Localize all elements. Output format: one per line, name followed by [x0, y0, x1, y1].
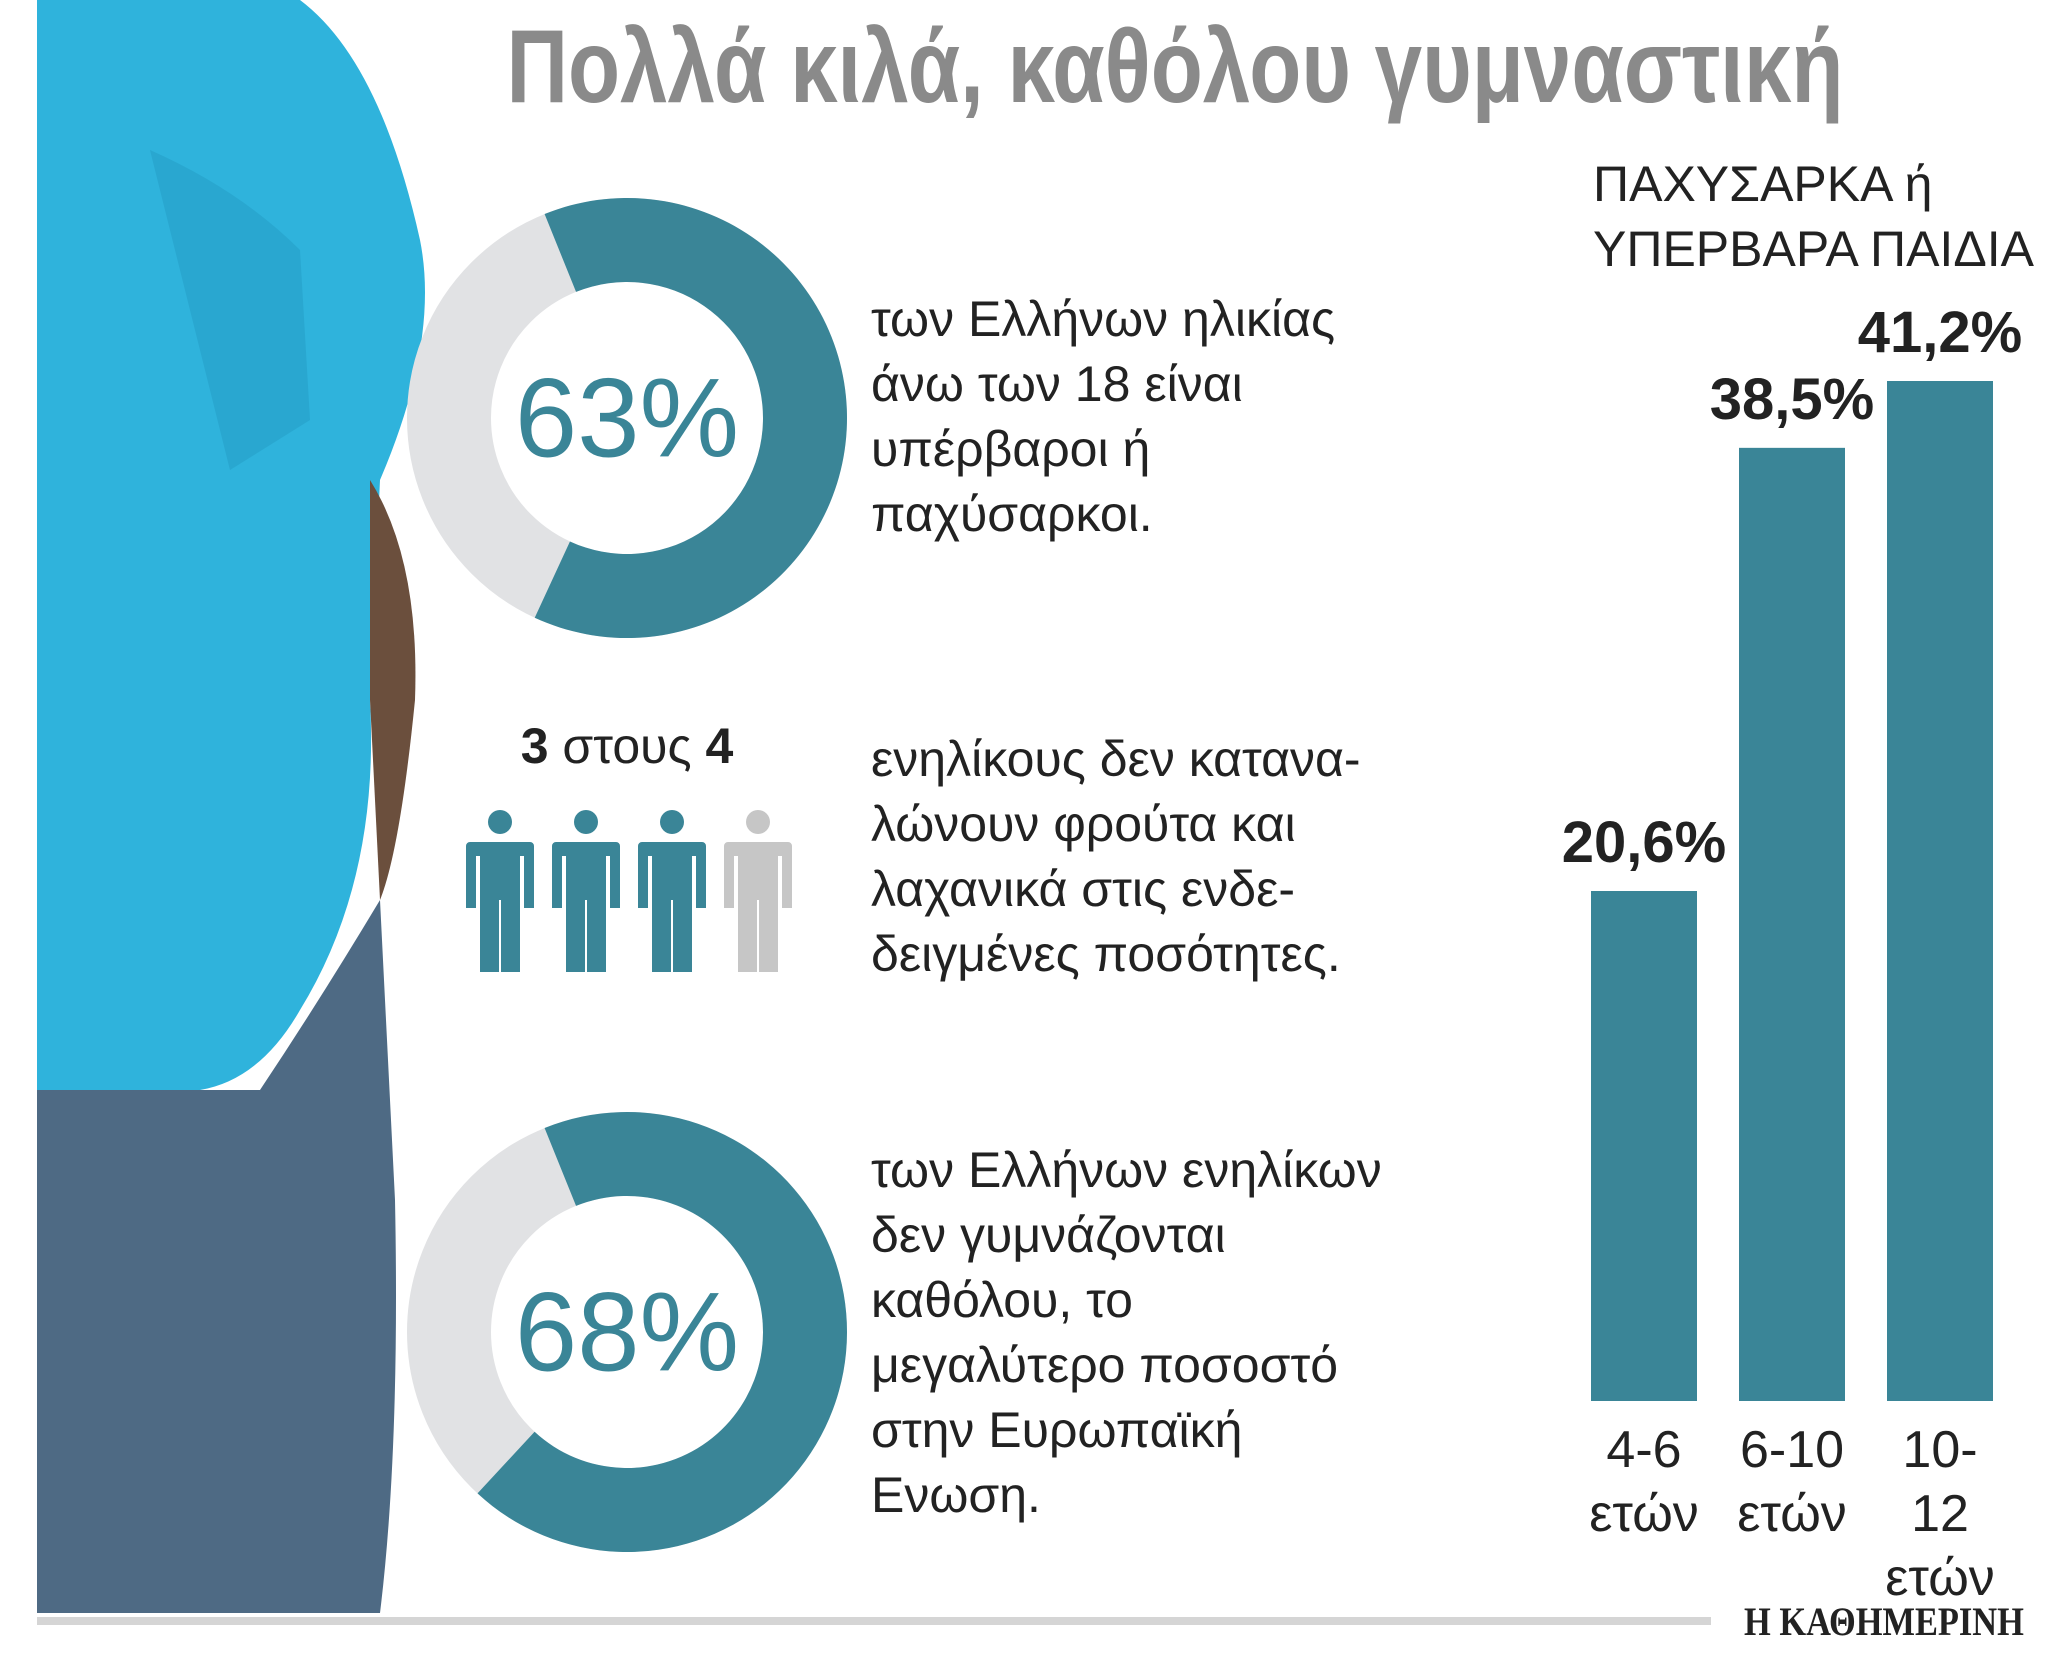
value-label: 20,6% [1561, 810, 1727, 875]
bar [1591, 891, 1697, 1401]
bar [1887, 381, 1993, 1401]
text-line: καθόλου, το [871, 1272, 1133, 1328]
caption-part: 4 [705, 718, 734, 774]
x-tick-label: 6-10 ετών [1737, 1421, 1847, 1543]
title: Πολλά κιλά, καθόλου γυμναστική [506, 9, 1844, 125]
text-line: ενηλίκους δεν κατανα- [871, 731, 1361, 787]
icon-body [724, 842, 792, 972]
icon-body [466, 842, 534, 972]
text-line: δεν γυμνάζονται [871, 1207, 1226, 1263]
pictogram-caption: 3 στους 4 [521, 717, 734, 775]
caption-part: 3 [520, 718, 549, 774]
donut-segment [534, 198, 848, 639]
caption-part: στους [562, 718, 692, 774]
person-icon [724, 810, 792, 972]
person-icon [466, 810, 534, 972]
x-tick-label: 10-12 ετών [1885, 1421, 1995, 1607]
text-line: παχύσαρκοι. [871, 486, 1153, 542]
donut-label: 63% [514, 355, 740, 481]
x-tick-label: 4-6 ετών [1589, 1421, 1699, 1543]
text-line: στην Ευρωπαϊκή [871, 1402, 1243, 1458]
bar [1739, 447, 1845, 1401]
photo [37, 0, 425, 1613]
text-line: δειγμένες ποσότητες. [871, 926, 1341, 982]
person-icon [638, 810, 706, 972]
text-line: υπέρβαροι ή [871, 421, 1151, 477]
bar-title: ΥΠΕΡΒΑΡΑ ΠΑΙΔΙΑ [1593, 221, 2034, 277]
text-line: των Ελλήνων ενηλίκων [871, 1142, 1382, 1198]
person-icon [552, 810, 620, 972]
text-line: άνω των 18 είναι [871, 356, 1243, 412]
icon-body [552, 842, 620, 972]
text-line: μεγαλύτερο ποσοστό [871, 1337, 1339, 1393]
value-label: 38,5% [1709, 366, 1875, 432]
icon-head [746, 810, 770, 834]
icon-head [488, 810, 512, 834]
source: Η ΚΑΘΗΜΕΡΙΝΗ [1744, 1599, 2024, 1644]
value-label: 41,2% [1857, 300, 2023, 365]
text-line: λώνουν φρούτα και [871, 796, 1296, 852]
bar-title: ΠΑΧΥΣΑΡΚΑ ή [1593, 156, 1933, 212]
icon-head [574, 810, 598, 834]
donut-label: 68% [514, 1269, 740, 1395]
text-line: των Ελλήνων ηλικίας [871, 291, 1336, 347]
text-line: Ενωση. [871, 1467, 1041, 1523]
text-line: λαχανικά στις ενδε- [871, 861, 1296, 917]
donut-segment [477, 1112, 848, 1552]
icon-head [660, 810, 684, 834]
icon-body [638, 842, 706, 972]
